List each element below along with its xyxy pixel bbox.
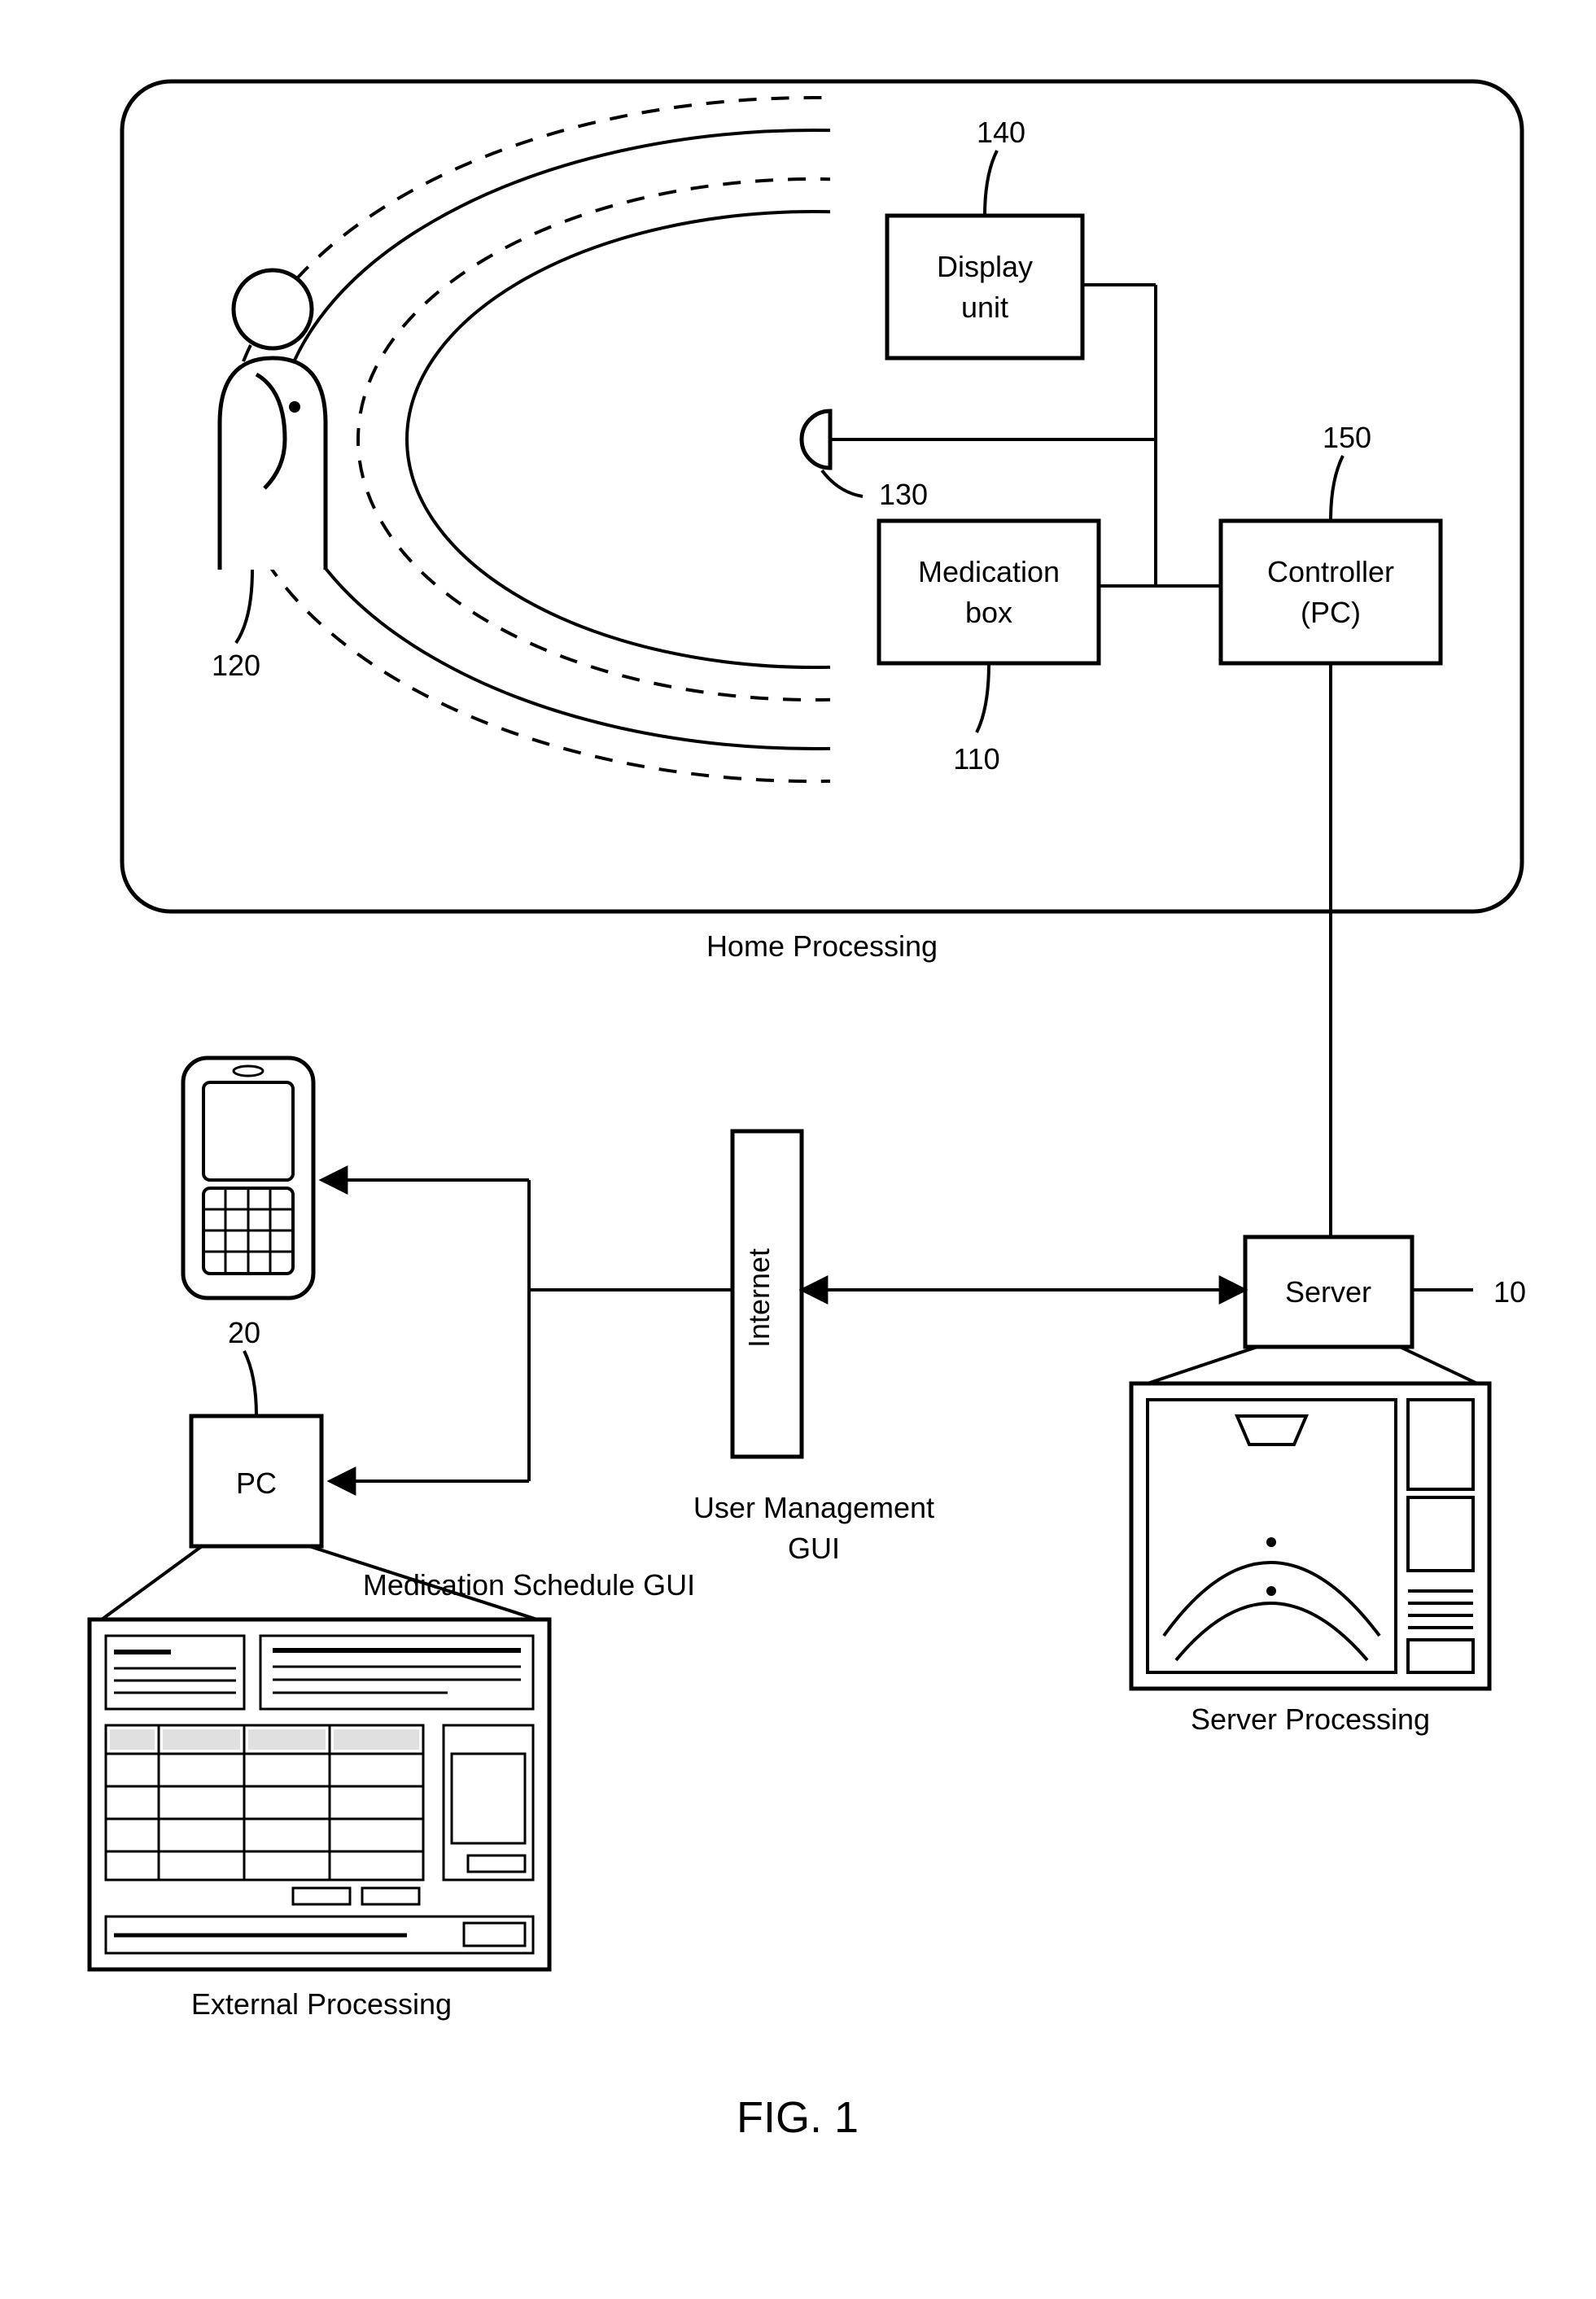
person-leader [236,570,252,643]
display-unit-box [887,216,1082,358]
medication-box-label1: Medication [918,555,1060,588]
med-schedule-gui-label: Medication Schedule GUI [363,1568,695,1602]
pc-ref: 20 [228,1316,260,1349]
external-processing-label: External Processing [191,1987,452,2021]
medication-box-ref: 110 [953,742,999,776]
medication-box-leader [977,663,989,732]
server-callout-l [1148,1347,1257,1383]
person-icon [220,270,326,570]
controller-label2: (PC) [1301,596,1361,629]
controller-ref: 150 [1323,421,1371,454]
internet-label: Internet [742,1248,776,1348]
display-unit-label2: unit [961,291,1008,324]
user-mgmt-gui-label2: GUI [788,1532,840,1565]
phone-icon [183,1058,313,1298]
person-ref: 120 [212,649,260,682]
pc-callout-l [102,1546,202,1619]
pc-label: PC [236,1466,277,1500]
sensor-ref: 130 [879,478,928,511]
display-unit-label1: Display [937,250,1033,283]
home-processing-label: Home Processing [706,929,938,963]
display-unit-leader [985,151,997,216]
server-callout-r [1400,1347,1477,1383]
pc-screenshot [90,1619,549,1969]
controller-box [1221,521,1441,663]
medication-box [879,521,1099,663]
server-screenshot [1131,1383,1489,1689]
display-unit-ref: 140 [977,116,1025,149]
user-mgmt-gui-label1: User Management [693,1491,934,1524]
medication-box-label2: box [965,596,1012,629]
server-label: Server [1285,1275,1371,1309]
pc-leader [244,1351,256,1416]
sensor-icon [802,411,830,468]
server-ref: 10 [1493,1275,1526,1309]
sensor-leader [822,470,863,496]
controller-leader [1331,456,1343,521]
figure-title: FIG. 1 [737,2093,859,2142]
controller-label1: Controller [1267,555,1394,588]
home-processing-panel [122,81,1522,911]
server-processing-label: Server Processing [1191,1702,1430,1736]
